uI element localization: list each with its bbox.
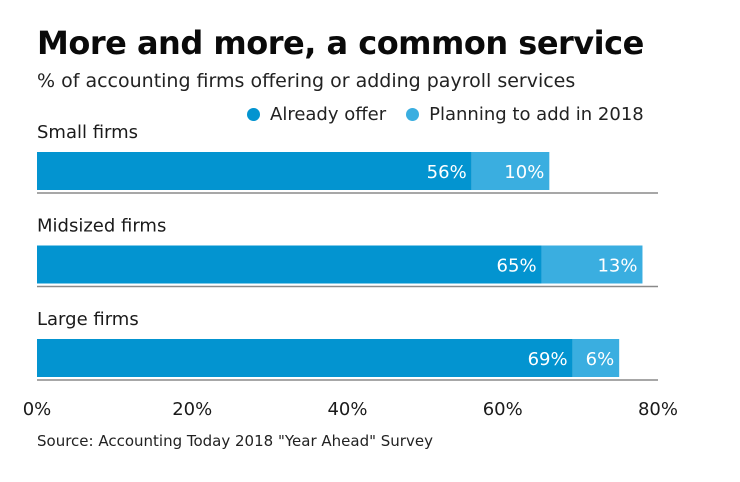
category-label-midsized-firms: Midsized firms [37, 216, 166, 237]
legend: Already offer Planning to add in 2018 [247, 104, 664, 125]
chart-title: More and more, a common service [37, 24, 644, 62]
category-label-large-firms: Large firms [37, 309, 139, 330]
data-label: 69% [528, 349, 568, 370]
legend-label-planning-to-add: Planning to add in 2018 [429, 104, 644, 125]
chart-subtitle: % of accounting firms offering or adding… [37, 70, 576, 92]
data-label: 13% [597, 256, 637, 277]
bar-midsized-firms-planning-to-add-in-2018 [541, 245, 643, 284]
x-tick-label: 80% [638, 399, 678, 420]
x-tick-label: 20% [172, 399, 212, 420]
legend-swatch-already-offer [247, 108, 260, 121]
category-label-small-firms: Small firms [37, 122, 138, 143]
source-note: Source: Accounting Today 2018 "Year Ahea… [37, 432, 433, 450]
legend-item-already-offer: Already offer [247, 104, 386, 125]
bar-midsized-firms-already-offer [37, 245, 542, 284]
data-label: 10% [504, 162, 544, 183]
bar-small-firms-planning-to-add-in-2018 [471, 152, 550, 190]
data-label: 6% [586, 349, 615, 370]
bar-large-firms-already-offer [37, 339, 573, 377]
bar-large-firms-planning-to-add-in-2018 [572, 339, 620, 377]
x-tick-label: 0% [23, 399, 52, 420]
legend-item-planning-to-add: Planning to add in 2018 [406, 104, 644, 125]
legend-label-already-offer: Already offer [270, 104, 387, 125]
x-tick-label: 40% [327, 399, 367, 420]
data-label: 65% [497, 256, 537, 277]
data-label: 56% [427, 162, 467, 183]
bar-small-firms-already-offer [37, 152, 472, 190]
legend-swatch-planning-to-add [406, 108, 420, 121]
x-tick-label: 60% [483, 399, 523, 420]
